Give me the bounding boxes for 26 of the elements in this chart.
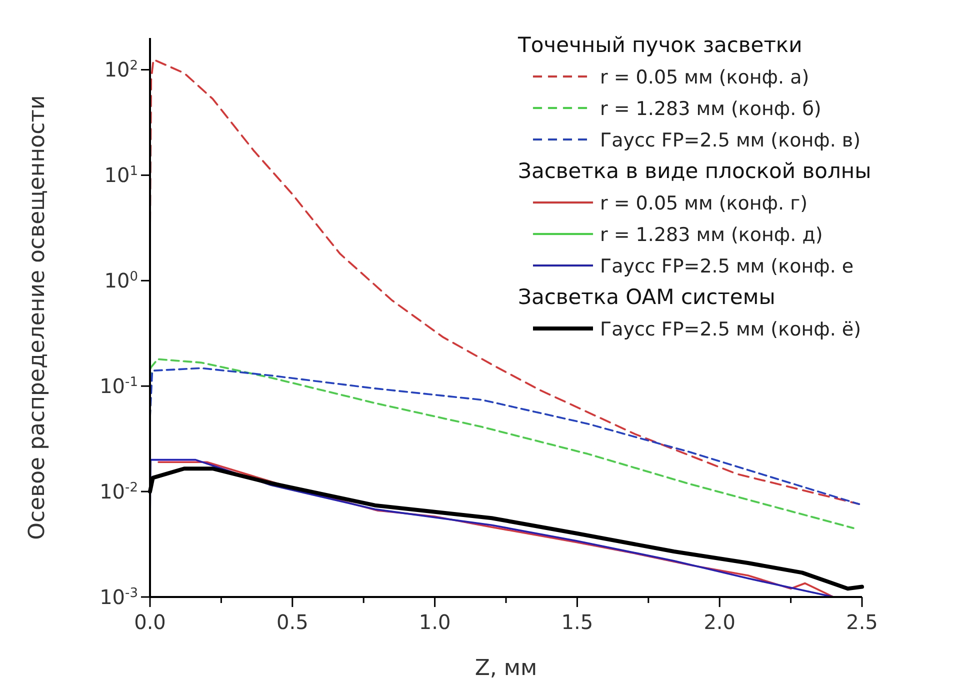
x-tick-label: 2.0 [704, 610, 736, 634]
x-tick-label: 0.5 [276, 610, 308, 634]
y-tick-label: 10$^{1}$ [104, 163, 138, 188]
line-series [149, 358, 854, 530]
legend-label: Гаусс FP=2.5 мм (конф. е [600, 256, 854, 278]
annotation: Засветка OAM системы [518, 285, 776, 309]
x-tick-label: 1.5 [561, 610, 594, 634]
y-tick-label: 10$^{-3}$ [100, 585, 138, 609]
legend-label: Гаусс FP=2.5 мм (конф. ё) [600, 318, 862, 340]
y-tick-label: 10$^{-1}$ [100, 374, 138, 398]
y-tick-label: 10$^{-2}$ [100, 480, 138, 504]
y-axis-title: Осевое распределение освещенности [25, 95, 50, 540]
legend-label: r = 0.05 мм (конф. а) [600, 66, 810, 88]
legend-label: r = 0.05 мм (конф. г) [600, 192, 808, 214]
legend-label: r = 1.283 мм (конф. д) [600, 224, 823, 246]
x-axis-title: Z, мм [474, 656, 538, 681]
x-tick-label: 0.0 [134, 610, 166, 634]
y-tick-label: 10$^{0}$ [104, 268, 138, 293]
y-tick-label: 10$^{2}$ [104, 58, 138, 82]
x-tick-label: 1.0 [418, 610, 451, 634]
legend-label: Гаусс FP=2.5 мм (конф. в) [600, 130, 861, 152]
line-series [149, 367, 860, 506]
x-tick-label: 2.5 [846, 610, 878, 634]
annotation: Точечный пучок засветки [517, 33, 802, 57]
legend-label: r = 1.283 мм (конф. б) [600, 98, 822, 120]
annotation: Засветка в виде плоской волны [518, 159, 872, 183]
